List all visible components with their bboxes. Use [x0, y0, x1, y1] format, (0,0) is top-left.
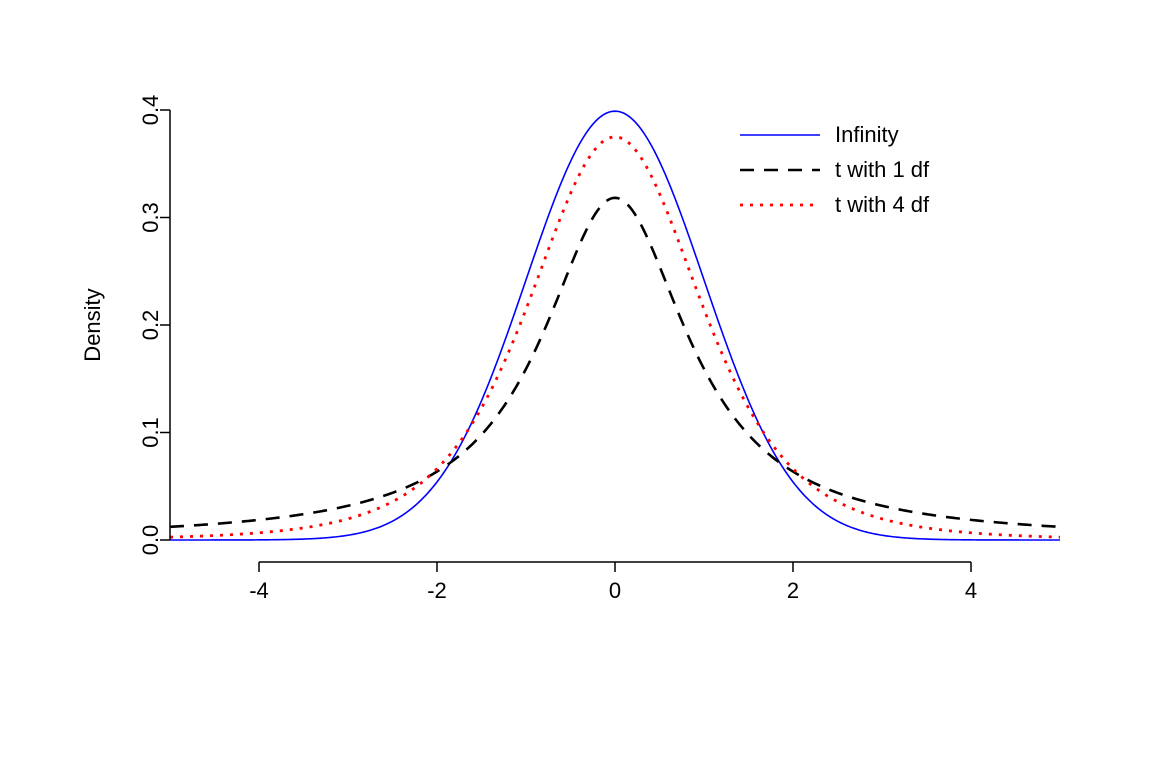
legend-label-normal: Infinity: [835, 122, 899, 147]
y-tick-label: 0.4: [138, 95, 163, 126]
legend-label-t1: t with 1 df: [835, 157, 930, 182]
x-tick-label: -4: [249, 578, 269, 603]
x-tick-label: -2: [427, 578, 447, 603]
x-tick-label: 0: [609, 578, 621, 603]
y-tick-label: 0.0: [138, 525, 163, 556]
plot-background: [0, 0, 1152, 768]
legend-label-t4: t with 4 df: [835, 192, 930, 217]
y-tick-label: 0.2: [138, 310, 163, 341]
y-tick-label: 0.1: [138, 417, 163, 448]
y-axis-label: Density: [80, 288, 105, 361]
x-tick-label: 4: [965, 578, 977, 603]
x-tick-label: 2: [787, 578, 799, 603]
y-tick-label: 0.3: [138, 202, 163, 233]
